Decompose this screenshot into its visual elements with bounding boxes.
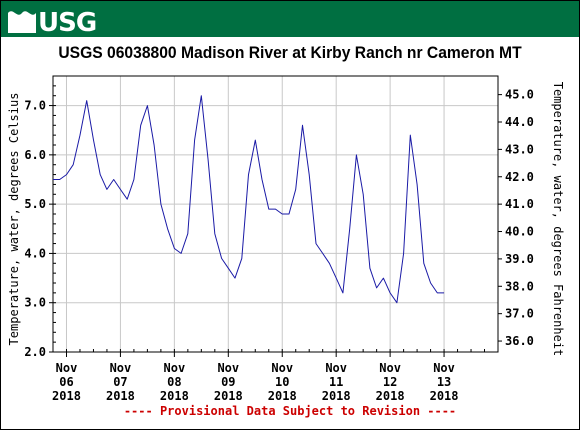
y2-tick-label: 40.0 xyxy=(505,225,534,239)
x-tick-label: 2018 xyxy=(430,389,459,403)
y2-tick-label: 39.0 xyxy=(505,252,534,266)
provisional-notice: ---- Provisional Data Subject to Revisio… xyxy=(123,404,457,418)
series-line xyxy=(53,95,445,304)
x-tick-label: Nov xyxy=(325,361,347,375)
y-axis-right: 36.0 37.0 38.0 39.0 40.0 41.0 42.0 43.0 44.0 45.0 xyxy=(498,88,534,348)
x-tick-label: 2018 xyxy=(268,389,297,403)
y-tick-label: 3.0 xyxy=(24,296,46,310)
x-tick-label: Nov xyxy=(56,361,78,375)
x-tick-label: 08 xyxy=(167,375,181,389)
x-tick-label: 09 xyxy=(221,375,235,389)
series-group xyxy=(53,95,445,304)
x-tick-label: 12 xyxy=(383,375,397,389)
plot-border xyxy=(52,75,499,353)
x-tick-label: 2018 xyxy=(160,389,189,403)
y2-tick-label: 37.0 xyxy=(505,307,534,321)
y-tick-label: 7.0 xyxy=(24,99,46,113)
x-tick-label: Nov xyxy=(433,361,455,375)
x-tick-label: Nov xyxy=(271,361,293,375)
x-tick-label: Nov xyxy=(110,361,132,375)
x-tick-label: 11 xyxy=(329,375,343,389)
logo-text: USGS xyxy=(38,8,97,35)
chart-title: USGS 06038800 Madison River at Kirby Ran… xyxy=(58,43,522,62)
wave-icon xyxy=(8,11,36,34)
x-tick-label: 2018 xyxy=(376,389,405,403)
x-tick-label: 2018 xyxy=(106,389,135,403)
y-axis-label-fahrenheit: Temperature, water, degrees Fahrenheit xyxy=(551,82,565,357)
y2-tick-label: 45.0 xyxy=(505,88,534,102)
y2-tick-label: 36.0 xyxy=(505,334,534,348)
x-tick-label: 2018 xyxy=(322,389,351,403)
usgs-banner: USGS xyxy=(1,1,579,37)
y2-tick-label: 41.0 xyxy=(505,197,534,211)
x-tick-label: 06 xyxy=(59,375,73,389)
x-axis: Nov062018Nov072018Nov082018Nov092018Nov1… xyxy=(52,349,499,403)
x-tick-label: Nov xyxy=(379,361,401,375)
y2-tick-label: 43.0 xyxy=(505,142,534,156)
y-tick-label: 6.0 xyxy=(24,148,46,162)
x-tick-label: 10 xyxy=(275,375,289,389)
y2-tick-label: 44.0 xyxy=(505,115,534,129)
x-tick-label: 2018 xyxy=(214,389,243,403)
x-tick-label: Nov xyxy=(217,361,239,375)
y2-tick-label: 42.0 xyxy=(505,170,534,184)
y-axis-label-celsius: Temperature, water, degrees Celsius xyxy=(7,93,21,346)
usgs-logo[interactable]: USGS xyxy=(7,3,97,35)
y-tick-label: 2.0 xyxy=(24,345,46,359)
y-axis-left: 2.0 3.0 4.0 5.0 6.0 7.0 xyxy=(24,85,56,359)
x-tick-label: 2018 xyxy=(52,389,81,403)
x-tick-label: 07 xyxy=(113,375,127,389)
x-tick-label: Nov xyxy=(164,361,186,375)
y2-tick-label: 38.0 xyxy=(505,279,534,293)
y-tick-label: 5.0 xyxy=(24,197,46,211)
y-tick-label: 4.0 xyxy=(24,246,46,260)
x-tick-label: 13 xyxy=(437,375,451,389)
grid-lines xyxy=(53,76,498,353)
